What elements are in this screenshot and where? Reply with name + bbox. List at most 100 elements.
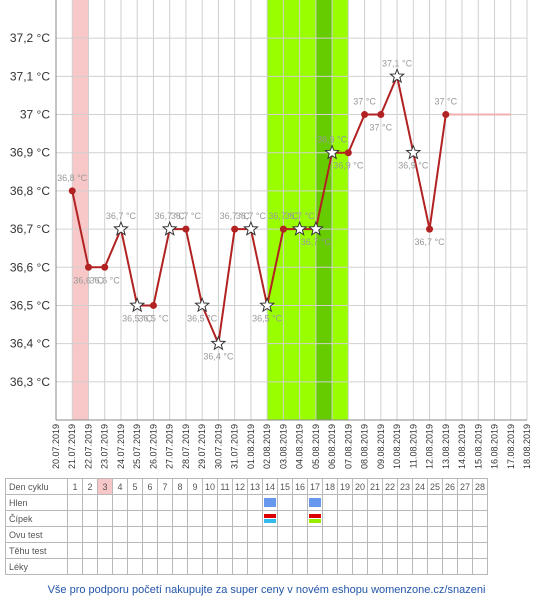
data-point [84, 263, 92, 271]
cycle-cell [412, 558, 428, 575]
x-tick-label: 31.07.2019 [230, 424, 240, 469]
cycle-cell [202, 542, 218, 559]
cycle-cell [442, 542, 458, 559]
footer-link[interactable]: Vše pro podporu početí nakupujte za supe… [47, 584, 486, 596]
cycle-cell [232, 526, 248, 543]
cycle-cell [97, 526, 113, 543]
cycle-cell [367, 494, 383, 511]
cycle-cell [352, 542, 368, 559]
cycle-day: 15 [277, 478, 293, 495]
cycle-day: 23 [397, 478, 413, 495]
y-tick-label: 36,5 °C [10, 298, 50, 312]
x-tick-label: 22.07.2019 [83, 424, 93, 469]
cycle-marker [308, 514, 322, 523]
cycle-cell [217, 494, 233, 511]
cycle-cell [187, 542, 203, 559]
data-label: 36,7 °C [268, 211, 299, 221]
cycle-cell [262, 526, 278, 543]
cycle-cell [67, 510, 83, 527]
data-label: 36,7 °C [171, 211, 202, 221]
cycle-day: 1 [67, 478, 83, 495]
cycle-cell [247, 510, 263, 527]
cycle-cell [472, 558, 488, 575]
cycle-cell [232, 494, 248, 511]
y-tick-label: 36,6 °C [10, 260, 50, 274]
data-point [182, 225, 190, 233]
x-tick-label: 08.08.2019 [360, 424, 370, 469]
marker-bar [264, 498, 276, 507]
x-tick-label: 14.08.2019 [457, 424, 467, 469]
cycle-cell [382, 494, 398, 511]
data-label: 36,7 °C [155, 211, 186, 221]
data-label: 37 °C [434, 97, 457, 107]
data-point-star [405, 144, 422, 160]
cycle-cell [142, 510, 158, 527]
x-tick-label: 24.07.2019 [116, 424, 126, 469]
cycle-cell [82, 494, 98, 511]
data-point-star [291, 220, 308, 236]
cycle-cell [292, 558, 308, 575]
cycle-cell [202, 494, 218, 511]
cycle-cell [97, 494, 113, 511]
cycle-marker [263, 514, 277, 523]
cycle-row: Léky [5, 558, 488, 575]
x-tick-label: 20.07.2019 [51, 424, 61, 469]
data-point [231, 225, 239, 233]
x-tick-label: 15.08.2019 [473, 424, 483, 469]
cycle-cell [427, 558, 443, 575]
data-point [149, 301, 157, 309]
cycle-row: Ovu test [5, 526, 488, 543]
data-point [442, 111, 450, 119]
cycle-cell [217, 542, 233, 559]
cycle-cell [142, 526, 158, 543]
cycle-cell [382, 542, 398, 559]
cycle-cell [472, 542, 488, 559]
cycle-cell [337, 494, 353, 511]
cycle-cell [277, 510, 293, 527]
cycle-cell [427, 526, 443, 543]
highlight-band [72, 0, 89, 420]
x-tick-label: 29.07.2019 [197, 424, 207, 469]
x-tick-label: 25.07.2019 [132, 424, 142, 469]
y-axis-ticks: 36,3 °C 36,4 °C 36,5 °C 36,6 °C 36,7 °C 36,8 … [10, 31, 50, 389]
cycle-day: 8 [172, 478, 188, 495]
row-label: Ovu test [5, 526, 68, 543]
data-label: 36,9 °C [398, 161, 429, 171]
cycle-cell [322, 558, 338, 575]
cycle-cell [307, 510, 323, 527]
data-label: 36,7 °C [220, 211, 251, 221]
cycle-cell [457, 526, 473, 543]
cycle-cell [247, 542, 263, 559]
cycle-cell [397, 542, 413, 559]
cycle-cell [457, 494, 473, 511]
cycle-cell [427, 510, 443, 527]
cycle-cell [397, 510, 413, 527]
cycle-day: 28 [472, 478, 488, 495]
data-label: 36,9 °C [333, 161, 364, 171]
cycle-cell [277, 526, 293, 543]
data-label: 36,6 °C [90, 275, 121, 285]
data-label: 36,5 °C [252, 313, 283, 323]
data-label: 36,7 °C [106, 211, 137, 221]
y-tick-label: 37,1 °C [10, 69, 50, 83]
cycle-cell [112, 510, 128, 527]
x-tick-label: 05.08.2019 [311, 424, 321, 469]
marker-bar [264, 514, 276, 518]
cycle-day: 13 [247, 478, 263, 495]
chart-grid [55, 0, 528, 421]
data-label: 36,5 °C [122, 313, 153, 323]
cycle-day: 6 [142, 478, 158, 495]
cycle-cell [127, 510, 143, 527]
cycle-cell [127, 526, 143, 543]
cycle-day: 26 [442, 478, 458, 495]
cycle-row: Těhu test [5, 542, 488, 559]
cycle-cell [202, 526, 218, 543]
cycle-cell [187, 558, 203, 575]
marker-bar [309, 514, 321, 518]
cycle-cell [412, 526, 428, 543]
cycle-cell [82, 558, 98, 575]
cycle-cell [97, 558, 113, 575]
cycle-cell [217, 510, 233, 527]
cycle-cell [157, 494, 173, 511]
x-tick-label: 01.08.2019 [246, 424, 256, 469]
